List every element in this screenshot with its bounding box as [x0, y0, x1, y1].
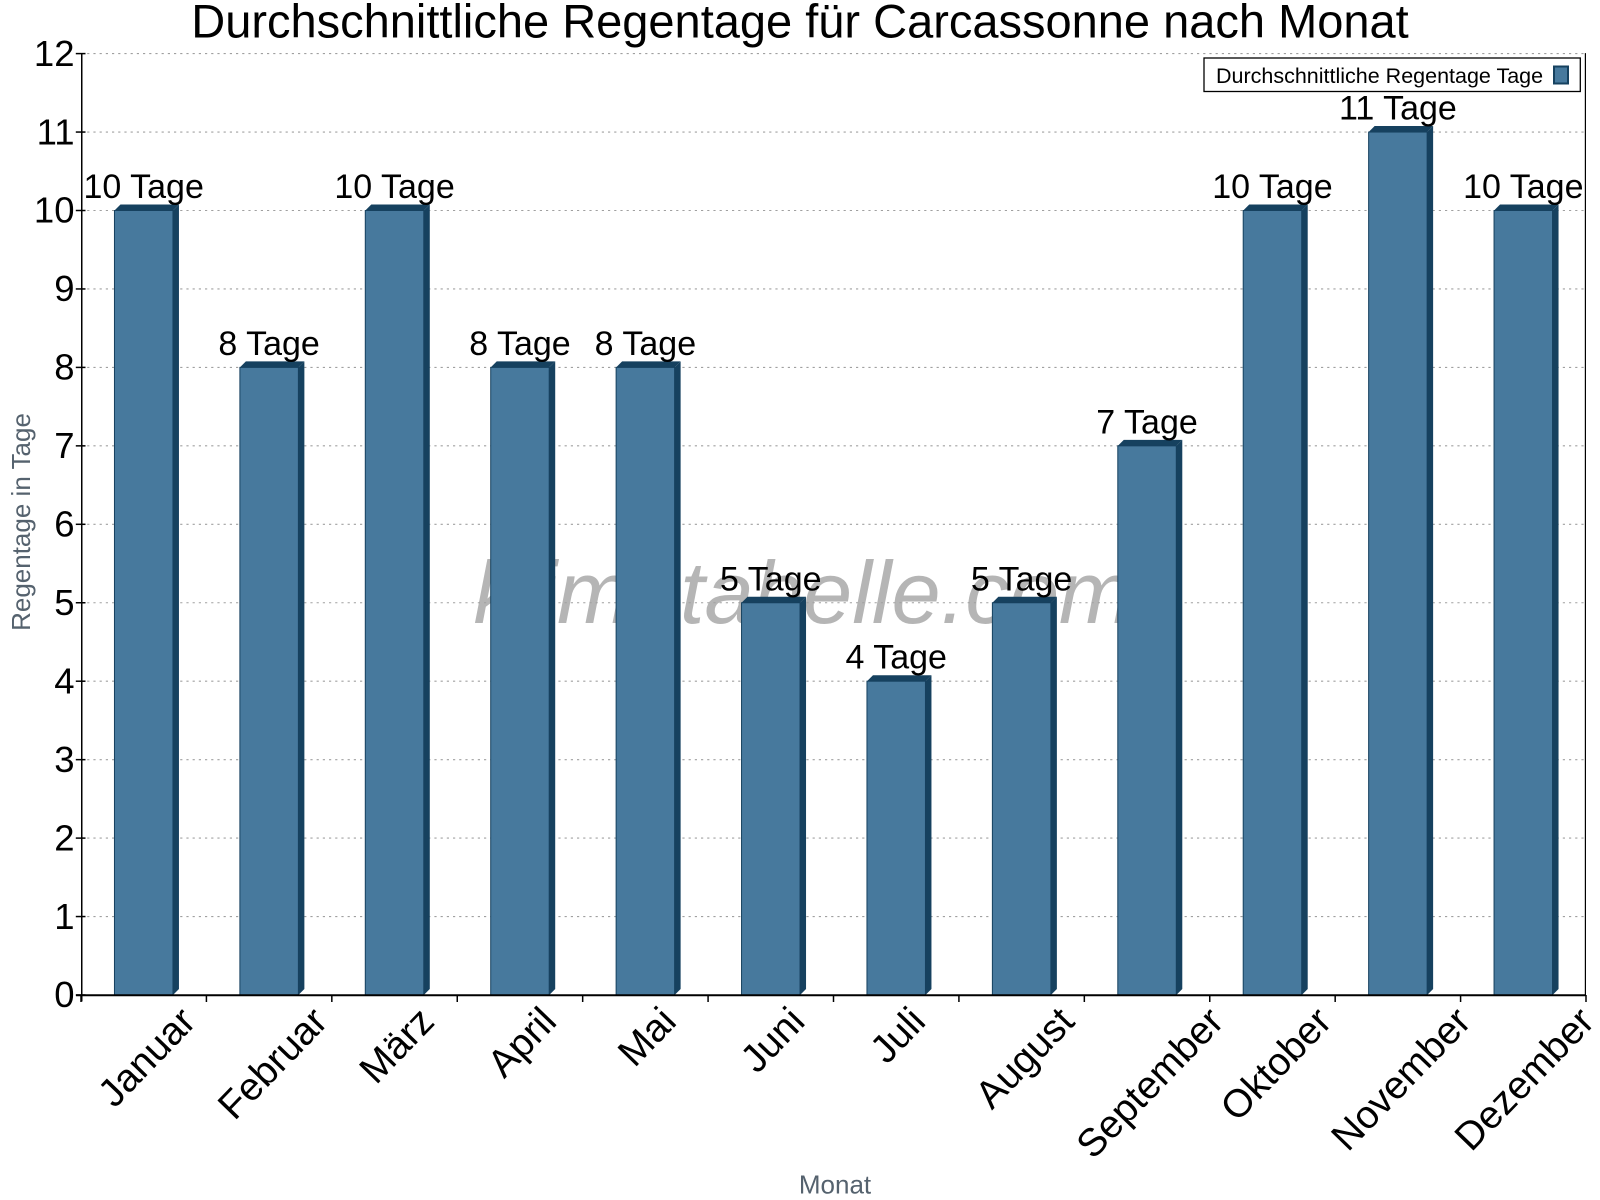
- svg-text:10 Tage: 10 Tage: [1463, 168, 1583, 206]
- svg-text:5 Tage: 5 Tage: [971, 560, 1072, 598]
- svg-text:0: 0: [54, 974, 74, 1015]
- svg-text:Monat: Monat: [799, 1169, 872, 1199]
- svg-text:1: 1: [54, 896, 74, 937]
- svg-text:7: 7: [54, 425, 74, 466]
- svg-text:10 Tage: 10 Tage: [334, 168, 454, 206]
- svg-text:12: 12: [34, 33, 75, 74]
- svg-text:Durchschnittliche Regentage fü: Durchschnittliche Regentage für Carcasso…: [191, 0, 1408, 48]
- svg-text:2: 2: [54, 817, 74, 858]
- svg-text:8 Tage: 8 Tage: [218, 325, 319, 363]
- svg-text:3: 3: [54, 739, 74, 780]
- svg-text:8 Tage: 8 Tage: [469, 325, 570, 363]
- svg-text:Durchschnittliche Regentage Ta: Durchschnittliche Regentage Tage: [1216, 64, 1543, 88]
- svg-text:4: 4: [54, 660, 74, 701]
- svg-text:5: 5: [54, 582, 74, 623]
- svg-text:7 Tage: 7 Tage: [1096, 403, 1197, 441]
- svg-text:4 Tage: 4 Tage: [845, 639, 946, 677]
- svg-text:8: 8: [54, 347, 74, 388]
- svg-text:11 Tage: 11 Tage: [1339, 90, 1457, 128]
- svg-text:Regentage in Tage: Regentage in Tage: [6, 413, 36, 631]
- svg-text:10: 10: [34, 190, 75, 231]
- svg-text:10 Tage: 10 Tage: [1212, 168, 1332, 206]
- svg-text:11: 11: [37, 111, 75, 152]
- svg-text:6: 6: [54, 504, 74, 545]
- svg-text:8 Tage: 8 Tage: [595, 325, 696, 363]
- svg-text:10 Tage: 10 Tage: [84, 168, 204, 206]
- svg-text:5 Tage: 5 Tage: [720, 560, 821, 598]
- svg-text:9: 9: [54, 268, 74, 309]
